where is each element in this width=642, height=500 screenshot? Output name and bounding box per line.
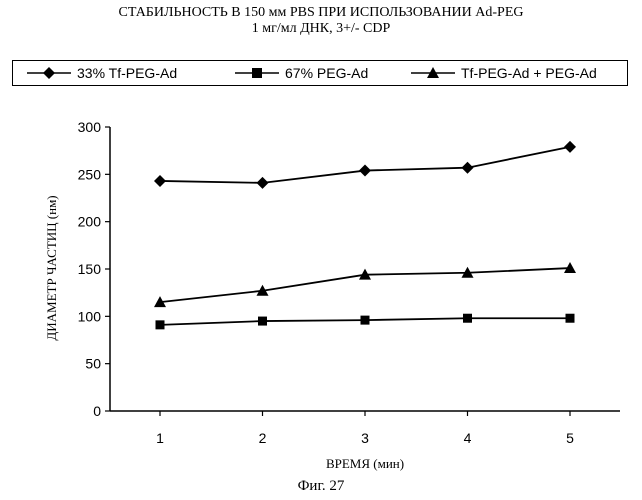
- x-tick-label: 5: [566, 430, 574, 446]
- chart-series: [154, 141, 576, 329]
- y-tick-label: 300: [78, 119, 102, 135]
- x-tick-label: 1: [156, 430, 164, 446]
- y-axis-label: ДИАМЕТР ЧАСТИЦ (нм): [44, 195, 59, 340]
- x-tick-label: 2: [259, 430, 267, 446]
- figure-caption: Фиг. 27: [0, 478, 642, 495]
- chart-ticks: 0 50 100 150 200 250 300 1 2 3 4 5: [78, 119, 574, 446]
- data-point-square: [361, 316, 370, 325]
- data-point-square: [463, 314, 472, 323]
- data-point-square: [258, 317, 267, 326]
- y-tick-label: 100: [78, 308, 102, 324]
- data-point-square: [156, 320, 165, 329]
- data-point-diamond: [154, 175, 166, 187]
- data-point-diamond: [359, 165, 371, 177]
- x-tick-label: 4: [464, 430, 472, 446]
- data-point-square: [566, 314, 575, 323]
- y-tick-label: 150: [78, 261, 102, 277]
- data-point-diamond: [564, 141, 576, 153]
- x-tick-label: 3: [361, 430, 369, 446]
- y-tick-label: 0: [93, 403, 101, 419]
- y-tick-label: 250: [78, 166, 102, 182]
- x-axis-label: ВРЕМЯ (мин): [326, 456, 404, 471]
- y-tick-label: 50: [85, 356, 101, 372]
- data-point-diamond: [257, 177, 269, 189]
- y-tick-label: 200: [78, 214, 102, 230]
- data-point-diamond: [462, 162, 474, 174]
